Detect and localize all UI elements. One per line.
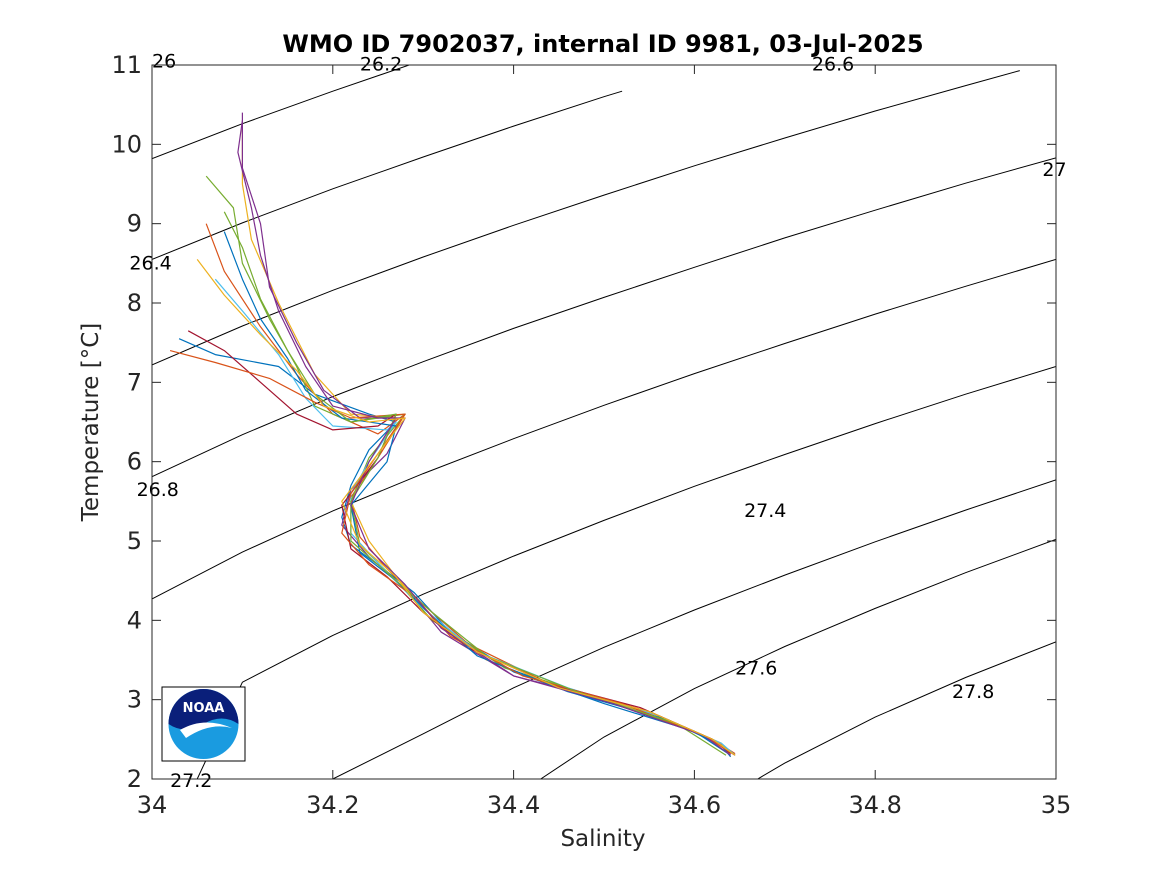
isopycnal-line-6 (332, 479, 1056, 779)
y-tick-label-1: 3 (127, 686, 142, 714)
isopycnal-line-1 (152, 90, 623, 260)
isopycnal-label-9: 27.2 (170, 770, 212, 792)
y-tick-label-8: 10 (111, 130, 142, 158)
isopycnal-label-6: 27.4 (744, 500, 786, 522)
x-tick-label-5: 35 (1041, 791, 1072, 819)
isopycnal-label-2: 26 (152, 50, 176, 72)
x-axis-label: Salinity (560, 826, 645, 852)
x-tick-label-2: 34.4 (487, 791, 540, 819)
plot-frame (151, 64, 1057, 780)
isopycnal-line-2 (152, 70, 1020, 366)
isopycnal-line-3 (152, 157, 1056, 478)
logo-text: NOAA (183, 701, 225, 716)
x-tick-label-0: 34 (137, 791, 168, 819)
y-tick-label-7: 9 (127, 210, 142, 238)
x-tick-label-3: 34.6 (668, 791, 721, 819)
y-tick-label-5: 7 (127, 368, 142, 396)
y-tick-label-3: 5 (127, 527, 142, 555)
isopycnal-lines (152, 65, 1056, 779)
y-tick-label-6: 8 (127, 289, 142, 317)
isopycnal-line-4 (152, 258, 1056, 600)
isopycnal-line-7 (540, 538, 1056, 779)
x-tick-label-1: 34.2 (306, 791, 359, 819)
x-tick-label-4: 34.8 (848, 791, 901, 819)
y-tick-label-0: 2 (127, 765, 142, 793)
profile-line-11 (196, 259, 736, 756)
x-axis-ticks: 34 34.2 34.4 34.6 34.8 35 (137, 65, 1072, 819)
logo-gull (180, 722, 232, 738)
logo-top (168, 689, 239, 730)
isopycnal-line-5 (196, 366, 1056, 779)
isopycnal-line-8 (757, 641, 1056, 779)
isopycnal-label-5: 26.8 (137, 479, 179, 501)
isopycnal-label-8: 27.8 (952, 681, 994, 703)
isopycnal-line-0 (152, 65, 411, 160)
isopycnal-label-4: 26.4 (129, 253, 171, 275)
isopycnal-label-7: 27.6 (735, 657, 777, 679)
chart-title: WMO ID 7902037, internal ID 9981, 03-Jul… (282, 30, 923, 58)
y-tick-label-4: 6 (127, 448, 142, 476)
y-axis-label: Temperature [°C] (78, 323, 104, 523)
plot-area (152, 65, 1056, 779)
profile-series (169, 112, 736, 758)
isopycnal-label-3: 27 (1042, 159, 1066, 181)
profile-line-10 (237, 120, 731, 756)
y-axis-ticks: 2 3 4 5 6 7 8 9 10 11 (111, 51, 1056, 793)
profile-line-9 (223, 211, 727, 756)
y-tick-label-9: 11 (111, 51, 142, 79)
noaa-logo: NOAA (161, 686, 246, 762)
y-tick-label-2: 4 (127, 606, 142, 634)
